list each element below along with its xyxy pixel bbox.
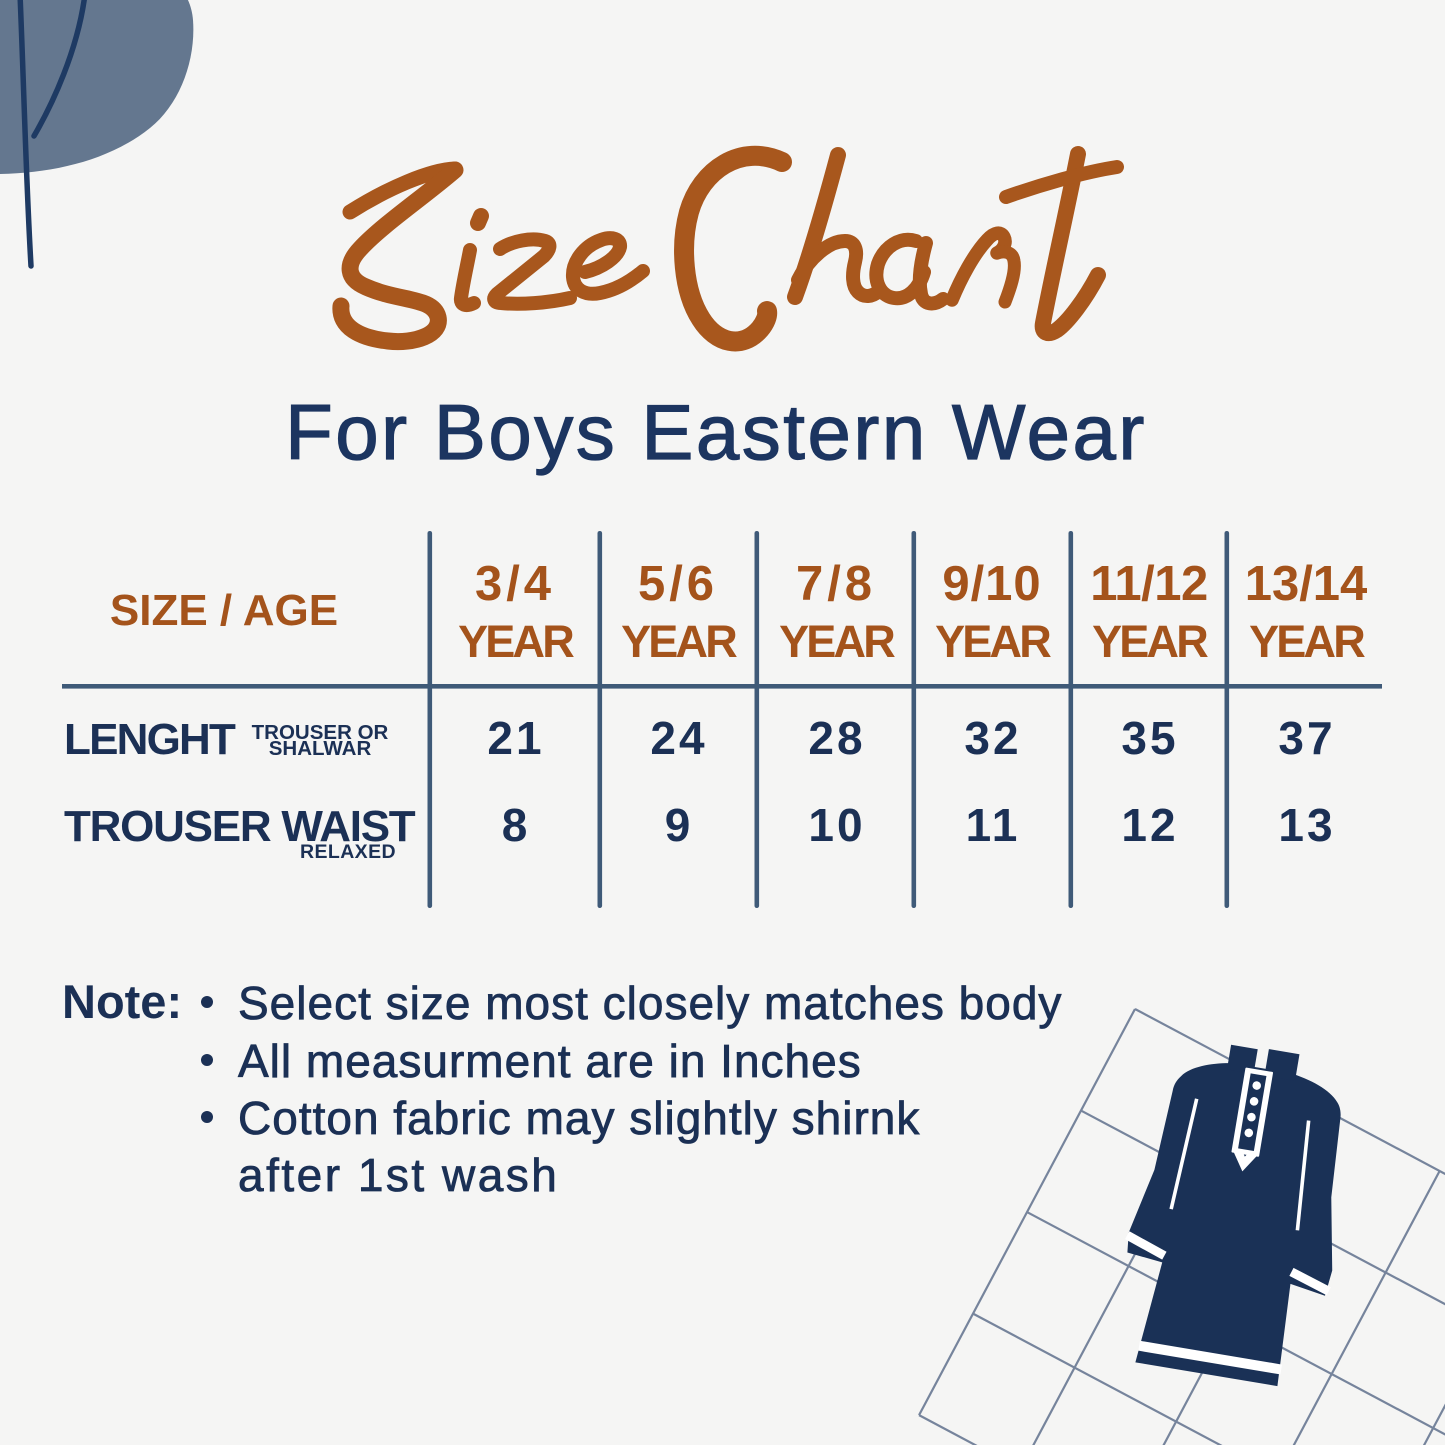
svg-text:13: 13 (1278, 799, 1335, 851)
svg-text:Note:: Note: (62, 975, 182, 1028)
svg-text:11: 11 (966, 799, 1021, 851)
svg-text:9/10: 9/10 (942, 557, 1041, 611)
svg-text:7/8: 7/8 (796, 557, 876, 611)
svg-text:YEAR: YEAR (935, 616, 1051, 667)
svg-text:28: 28 (808, 712, 865, 764)
svg-text:Select size most closely match: Select size most closely matches body (238, 977, 1062, 1029)
svg-text:35: 35 (1121, 712, 1178, 764)
svg-text:TROUSER OR: TROUSER OR (252, 721, 389, 744)
svg-text:YEAR: YEAR (1092, 616, 1208, 667)
svg-text:10: 10 (808, 799, 865, 851)
svg-text:TROUSER WAIST: TROUSER WAIST (64, 802, 416, 851)
svg-text:SIZE / AGE: SIZE / AGE (110, 586, 338, 635)
svg-text:YEAR: YEAR (621, 616, 737, 667)
svg-text:For Boys Eastern Wear: For Boys Eastern Wear (285, 388, 1147, 476)
svg-text:3/4: 3/4 (475, 557, 555, 611)
svg-text:13/14: 13/14 (1245, 557, 1368, 611)
svg-text:YEAR: YEAR (779, 616, 895, 667)
svg-text:Cotton fabric may slightly shi: Cotton fabric may slightly shirnk (238, 1092, 920, 1144)
svg-text:32: 32 (964, 712, 1021, 764)
svg-text:YEAR: YEAR (1249, 616, 1365, 667)
svg-text:All measurment are in Inches: All measurment are in Inches (238, 1035, 862, 1087)
svg-text:9: 9 (665, 799, 694, 851)
svg-text:after 1st wash: after 1st wash (238, 1149, 559, 1201)
svg-text:11/12: 11/12 (1090, 557, 1207, 611)
svg-text:8: 8 (502, 799, 531, 851)
svg-text:37: 37 (1278, 712, 1335, 764)
svg-text:SHALWAR: SHALWAR (269, 737, 372, 760)
svg-text:YEAR: YEAR (458, 616, 574, 667)
svg-text:RELAXED: RELAXED (300, 841, 396, 863)
svg-text:21: 21 (487, 712, 544, 764)
svg-text:LENGHT: LENGHT (64, 715, 236, 764)
svg-text:5/6: 5/6 (638, 557, 718, 611)
svg-text:24: 24 (650, 712, 707, 764)
svg-text:12: 12 (1121, 799, 1178, 851)
